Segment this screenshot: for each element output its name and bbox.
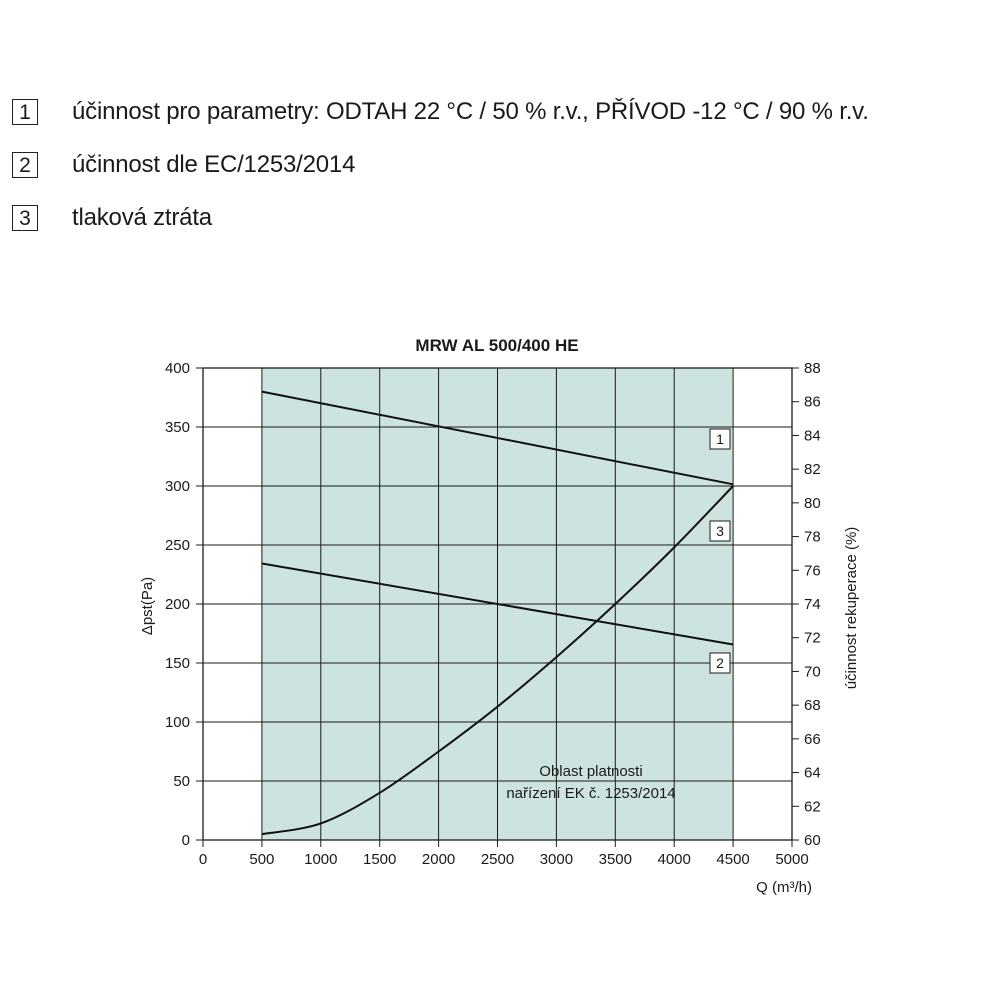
x-tick-label: 5000 xyxy=(775,851,808,868)
legend-number-box: 1 xyxy=(12,99,38,125)
series-line-2 xyxy=(261,562,734,646)
y2-tick-label: 82 xyxy=(804,461,821,478)
x-tick-label: 3500 xyxy=(599,851,632,868)
y-tick-label: 300 xyxy=(165,478,190,495)
y2-tick-label: 64 xyxy=(804,765,821,782)
y2-tick-label: 78 xyxy=(804,529,821,546)
series-label-1: 1 xyxy=(716,431,724,447)
y-tick-label: 50 xyxy=(173,773,190,790)
y-tick-label: 0 xyxy=(182,832,190,849)
y2-tick-label: 70 xyxy=(804,663,821,680)
y2-tick-label: 88 xyxy=(804,360,821,377)
y2-tick-label: 74 xyxy=(804,596,821,613)
x-tick-label: 3000 xyxy=(540,851,573,868)
series-label-3: 3 xyxy=(716,523,724,539)
legend-item-1: 1 účinnost pro parametry: ODTAH 22 °C / … xyxy=(12,96,869,128)
y2-tick-label: 84 xyxy=(804,427,821,444)
chart-title: MRW AL 500/400 HE xyxy=(415,336,578,355)
series-label-box xyxy=(709,428,731,450)
region-label: nařízení EK č. 1253/2014 xyxy=(506,785,675,802)
y-tick-label: 200 xyxy=(165,596,190,613)
chart-legend: 1 účinnost pro parametry: ODTAH 22 °C / … xyxy=(12,96,869,255)
legend-number-box: 2 xyxy=(12,152,38,178)
x-tick-label: 2500 xyxy=(481,851,514,868)
series-label-box xyxy=(709,520,731,542)
y-tick-label: 100 xyxy=(165,714,190,731)
y-tick-label: 400 xyxy=(165,360,190,377)
x-tick-label: 0 xyxy=(199,851,207,868)
x-axis-label: Q (m³/h) xyxy=(756,879,812,896)
x-tick-label: 500 xyxy=(249,851,274,868)
legend-label: tlaková ztráta xyxy=(72,204,212,231)
x-tick-label: 4000 xyxy=(658,851,691,868)
legend-item-2: 2 účinnost dle EC/1253/2014 xyxy=(12,149,869,181)
y2-tick-label: 68 xyxy=(804,697,821,714)
y2-tick-label: 72 xyxy=(804,630,821,647)
legend-item-3: 3 tlaková ztráta xyxy=(12,202,869,234)
x-tick-label: 1500 xyxy=(363,851,396,868)
y-axis-label: Δpst(Pa) xyxy=(139,577,156,635)
region-label: Oblast platnosti xyxy=(539,763,642,780)
series-line-1 xyxy=(261,390,734,486)
y-tick-label: 350 xyxy=(165,419,190,436)
series-label-box xyxy=(709,652,731,674)
x-tick-label: 4500 xyxy=(716,851,749,868)
y2-tick-label: 60 xyxy=(804,832,821,849)
y2-tick-label: 76 xyxy=(804,562,821,579)
x-tick-label: 1000 xyxy=(304,851,337,868)
legend-label: účinnost dle EC/1253/2014 xyxy=(72,151,356,178)
y2-axis-label: účinnost rekuperace (%) xyxy=(843,527,860,690)
series-label-2: 2 xyxy=(716,655,724,671)
legend-number-box: 3 xyxy=(12,205,38,231)
y2-tick-label: 80 xyxy=(804,495,821,512)
y2-tick-label: 62 xyxy=(804,798,821,815)
series-line-3 xyxy=(261,485,734,836)
y2-tick-label: 66 xyxy=(804,731,821,748)
legend-label: účinnost pro parametry: ODTAH 22 °C / 50… xyxy=(72,98,869,125)
x-tick-label: 2000 xyxy=(422,851,455,868)
y2-tick-label: 86 xyxy=(804,394,821,411)
y-tick-label: 250 xyxy=(165,537,190,554)
y-tick-label: 150 xyxy=(165,655,190,672)
